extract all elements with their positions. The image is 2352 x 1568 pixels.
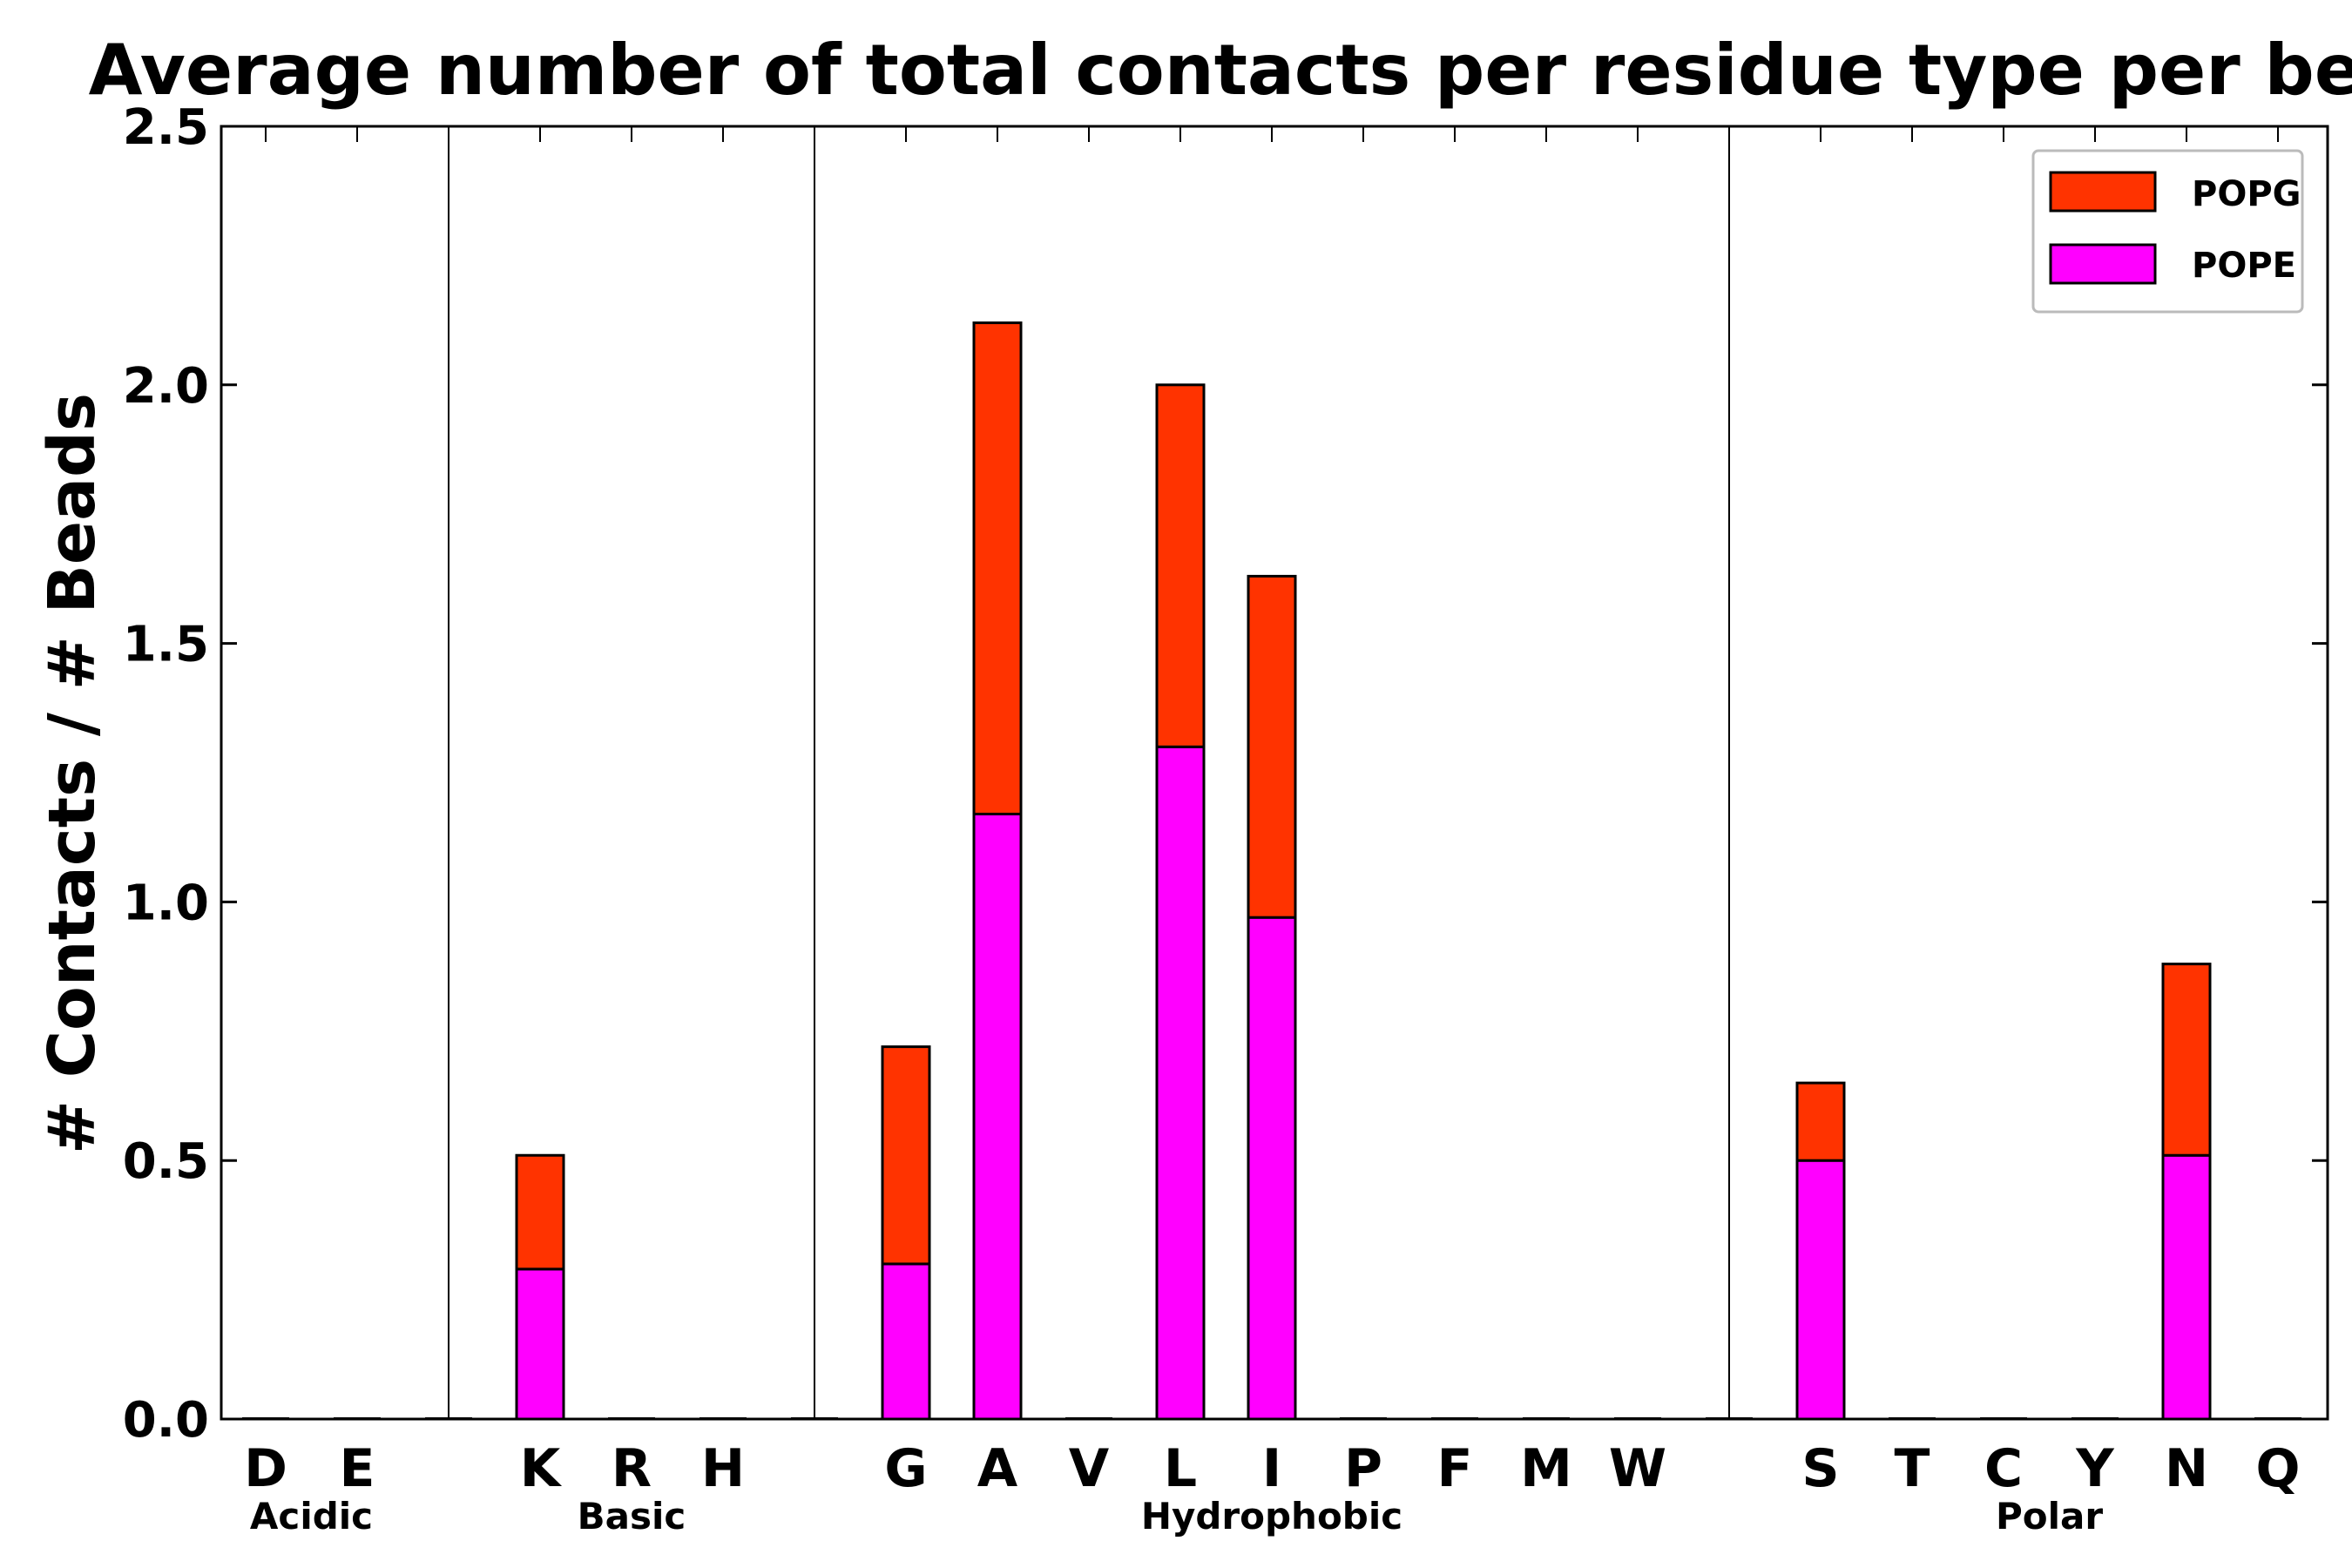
plot-area bbox=[221, 125, 2328, 1421]
x-tick-label: Y bbox=[2075, 1438, 2115, 1499]
x-tick-label: N bbox=[2165, 1438, 2208, 1499]
legend-swatch-pope bbox=[2049, 243, 2157, 285]
bar-pope-i bbox=[1247, 916, 1297, 1421]
group-label-acidic: Acidic bbox=[250, 1495, 373, 1538]
y-tick-label: 2.5 bbox=[123, 99, 209, 156]
y-tick-label: 2.0 bbox=[123, 358, 209, 415]
bar-pope-a bbox=[972, 812, 1023, 1421]
x-tick-label: T bbox=[1895, 1438, 1930, 1499]
bar-popg-g bbox=[881, 1045, 931, 1266]
x-tick-label: G bbox=[884, 1438, 927, 1499]
chart-title: Average number of total contacts per res… bbox=[89, 30, 2352, 111]
bar-popg-i bbox=[1247, 574, 1297, 919]
bar-popg-a bbox=[972, 321, 1023, 815]
x-tick-label: S bbox=[1801, 1438, 1839, 1499]
bar-popg-s bbox=[1795, 1081, 1846, 1162]
x-tick-label: F bbox=[1437, 1438, 1473, 1499]
x-tick-label: H bbox=[701, 1438, 745, 1499]
group-label-polar: Polar bbox=[1996, 1495, 2103, 1538]
bar-pope-s bbox=[1795, 1159, 1846, 1421]
x-tick-label: W bbox=[1609, 1438, 1666, 1499]
plot-frame bbox=[220, 125, 2329, 1421]
x-tick-label: A bbox=[977, 1438, 1018, 1499]
bar-pope-g bbox=[881, 1262, 931, 1421]
x-tick-label: K bbox=[520, 1438, 563, 1499]
bar-pope-n bbox=[2161, 1153, 2212, 1421]
x-tick-label: D bbox=[244, 1438, 287, 1499]
x-tick-label: E bbox=[340, 1438, 375, 1499]
bar-popg-k bbox=[515, 1153, 565, 1271]
bar-pope-l bbox=[1155, 745, 1206, 1421]
bar-pope-k bbox=[515, 1267, 565, 1421]
bar-popg-n bbox=[2161, 963, 2212, 1157]
x-tick-label: P bbox=[1344, 1438, 1382, 1499]
y-tick-label: 1.5 bbox=[123, 617, 209, 673]
x-tick-label: V bbox=[1069, 1438, 1110, 1499]
group-label-basic: Basic bbox=[578, 1495, 686, 1538]
y-tick-label: 1.0 bbox=[123, 875, 209, 931]
y-axis-label: # Contacts / # Beads bbox=[35, 393, 110, 1154]
x-tick-label: R bbox=[612, 1438, 652, 1499]
y-tick-label: 0.0 bbox=[123, 1392, 209, 1449]
y-tick-label: 0.5 bbox=[123, 1133, 209, 1190]
legend-label-pope: POPE bbox=[2192, 246, 2296, 286]
legend-swatch-popg bbox=[2049, 171, 2157, 213]
legend: POPG POPE bbox=[2031, 149, 2304, 314]
legend-label-popg: POPG bbox=[2192, 174, 2301, 214]
x-tick-label: M bbox=[1520, 1438, 1572, 1499]
x-tick-label: Q bbox=[2255, 1438, 2300, 1499]
x-tick-label: C bbox=[1984, 1438, 2023, 1499]
bar-popg-l bbox=[1155, 383, 1206, 748]
x-tick-label: L bbox=[1164, 1438, 1197, 1499]
group-label-hydrophobic: Hydrophobic bbox=[1141, 1495, 1402, 1538]
x-tick-label: I bbox=[1262, 1438, 1281, 1499]
